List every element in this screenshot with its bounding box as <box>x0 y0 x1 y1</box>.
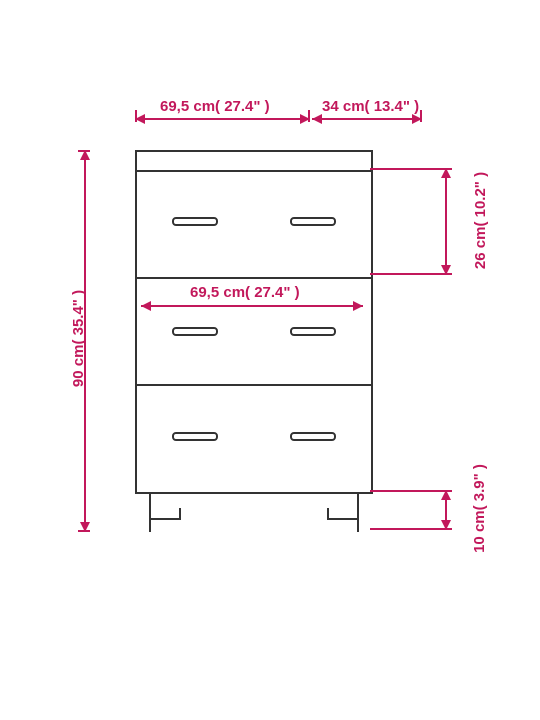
dim-label-inner: 69,5 cm( 27.4" ) <box>190 284 300 301</box>
dim-line-width-top <box>135 118 310 120</box>
dim-tick <box>78 150 90 152</box>
drawer-handle <box>290 432 336 441</box>
cabinet-leg-back <box>179 508 181 520</box>
arrow-icon <box>353 301 363 311</box>
cabinet-leg-bar <box>149 518 179 520</box>
drawer-handle <box>172 327 218 336</box>
dim-line-depth <box>312 118 422 120</box>
dim-label-total-height: 90 cm( 35.4" ) <box>70 290 87 387</box>
drawer-divider-2 <box>137 384 371 386</box>
cabinet-leg <box>149 492 151 532</box>
arrow-icon <box>141 301 151 311</box>
dim-line-inner <box>141 305 363 307</box>
dim-label-width-top: 69,5 cm( 27.4" ) <box>160 98 270 115</box>
cabinet-leg <box>357 492 359 532</box>
dim-line-drawer-height <box>445 168 447 275</box>
cabinet-body <box>135 150 373 494</box>
dim-tick <box>78 530 90 532</box>
drawer-handle <box>172 432 218 441</box>
diagram-stage: 69,5 cm( 27.4" ) 34 cm( 13.4" ) 69,5 cm(… <box>0 0 540 720</box>
dim-label-leg-height: 10 cm( 3.9" ) <box>471 464 488 553</box>
dim-tick <box>420 110 422 122</box>
cabinet-leg-bar <box>329 518 359 520</box>
dim-extension <box>370 528 443 530</box>
dim-extension <box>370 168 443 170</box>
drawer-handle <box>172 217 218 226</box>
drawer-handle <box>290 217 336 226</box>
cabinet-top-shelf <box>137 152 371 172</box>
drawer-handle <box>290 327 336 336</box>
dim-extension <box>370 273 443 275</box>
dim-label-depth: 34 cm( 13.4" ) <box>322 98 419 115</box>
cabinet-leg-back <box>327 508 329 520</box>
dim-label-drawer-height: 26 cm( 10.2" ) <box>472 172 489 269</box>
dim-extension <box>370 490 443 492</box>
drawer-divider-1 <box>137 277 371 279</box>
dim-tick <box>135 110 137 122</box>
arrow-icon <box>312 114 322 124</box>
dim-tick <box>308 110 310 122</box>
